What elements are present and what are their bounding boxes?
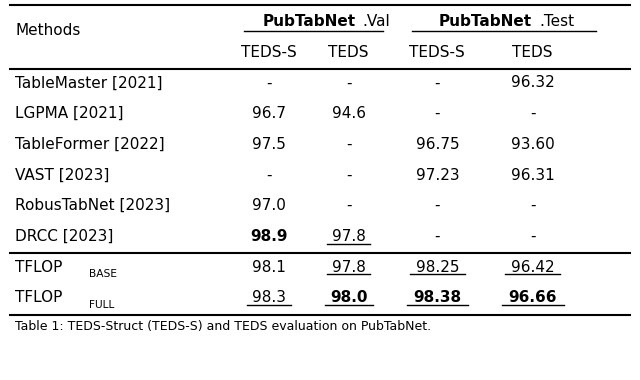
Text: VAST [2023]: VAST [2023]	[15, 168, 110, 182]
Text: -: -	[435, 106, 440, 121]
Text: 96.75: 96.75	[415, 137, 459, 152]
Text: 96.31: 96.31	[511, 168, 554, 182]
Text: -: -	[530, 198, 535, 213]
Text: TEDS-S: TEDS-S	[410, 45, 465, 60]
Text: 98.1: 98.1	[252, 260, 286, 275]
Text: BASE: BASE	[89, 269, 117, 279]
Text: PubTabNet: PubTabNet	[262, 14, 355, 29]
Text: DRCC [2023]: DRCC [2023]	[15, 229, 114, 244]
Text: RobusTabNet [2023]: RobusTabNet [2023]	[15, 198, 171, 213]
Text: -: -	[346, 168, 351, 182]
Text: TEDS: TEDS	[512, 45, 553, 60]
Text: .Val: .Val	[363, 14, 390, 29]
Text: -: -	[435, 198, 440, 213]
Text: 97.23: 97.23	[415, 168, 459, 182]
Text: TFLOP: TFLOP	[15, 260, 63, 275]
Text: 93.60: 93.60	[511, 137, 554, 152]
Text: PubTabNet: PubTabNet	[438, 14, 531, 29]
Text: .Test: .Test	[539, 14, 574, 29]
Text: FULL: FULL	[89, 299, 115, 310]
Text: -: -	[530, 106, 535, 121]
Text: 96.32: 96.32	[511, 75, 554, 90]
Text: 97.0: 97.0	[252, 198, 286, 213]
Text: -: -	[266, 75, 272, 90]
Text: 94.6: 94.6	[332, 106, 365, 121]
Text: TableFormer [2022]: TableFormer [2022]	[15, 137, 165, 152]
Text: TableMaster [2021]: TableMaster [2021]	[15, 75, 163, 90]
Text: 98.25: 98.25	[415, 260, 459, 275]
Text: Table 1: TEDS-Struct (TEDS-S) and TEDS evaluation on PubTabNet.: Table 1: TEDS-Struct (TEDS-S) and TEDS e…	[15, 320, 431, 333]
Text: -: -	[346, 198, 351, 213]
Text: -: -	[435, 229, 440, 244]
Text: 97.8: 97.8	[332, 229, 365, 244]
Text: TEDS-S: TEDS-S	[241, 45, 297, 60]
Text: LGPMA [2021]: LGPMA [2021]	[15, 106, 124, 121]
Text: 96.42: 96.42	[511, 260, 554, 275]
Text: 98.9: 98.9	[250, 229, 288, 244]
Text: 97.8: 97.8	[332, 260, 365, 275]
Text: -: -	[530, 229, 535, 244]
Text: 98.38: 98.38	[413, 290, 461, 306]
Text: 98.0: 98.0	[330, 290, 367, 306]
Text: 96.66: 96.66	[508, 290, 557, 306]
Text: -: -	[346, 137, 351, 152]
Text: 98.3: 98.3	[252, 290, 286, 306]
Text: 97.5: 97.5	[252, 137, 286, 152]
Text: 96.7: 96.7	[252, 106, 286, 121]
Text: TEDS: TEDS	[328, 45, 369, 60]
Text: -: -	[346, 75, 351, 90]
Text: TFLOP: TFLOP	[15, 290, 63, 306]
Text: Methods: Methods	[15, 23, 81, 38]
Text: -: -	[266, 168, 272, 182]
Text: -: -	[435, 75, 440, 90]
